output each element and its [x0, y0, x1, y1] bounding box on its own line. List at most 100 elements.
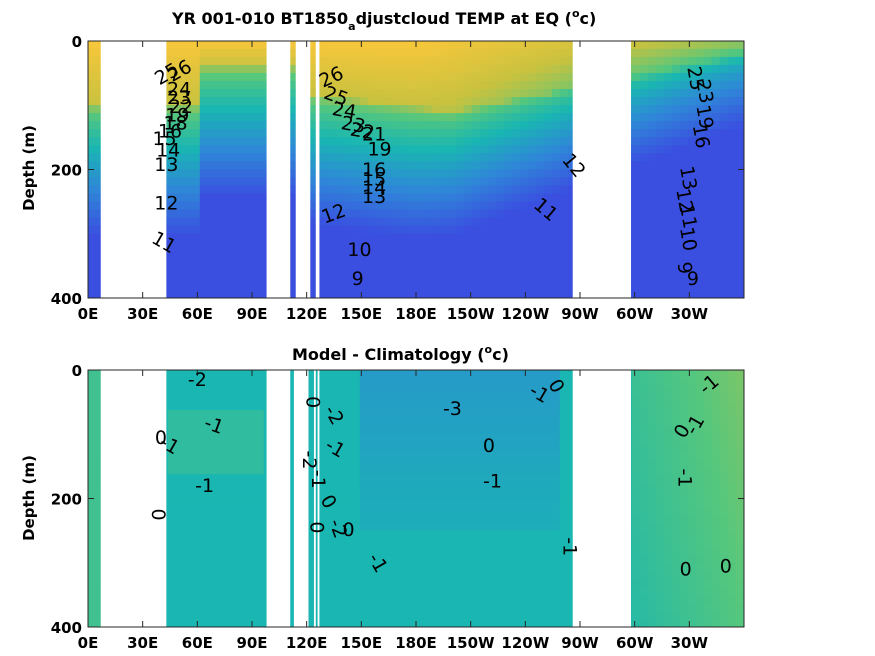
- field-cell: [735, 105, 744, 114]
- field-cell: [479, 514, 489, 523]
- field-cell: [367, 201, 377, 211]
- field-cell: [527, 281, 537, 291]
- field-cell: [375, 105, 385, 114]
- field-cell: [423, 506, 433, 515]
- field-cell: [503, 88, 513, 98]
- field-cell: [551, 506, 561, 515]
- field-cell: [191, 273, 201, 283]
- field-cell: [647, 618, 657, 627]
- field-cell: [335, 113, 345, 122]
- field-cell: [655, 185, 665, 194]
- field-cell: [503, 169, 513, 178]
- field-cell: [471, 546, 481, 556]
- field-cell: [519, 554, 529, 564]
- field-cell: [319, 265, 329, 275]
- field-cell: [327, 450, 337, 459]
- field-cell: [191, 498, 201, 507]
- field-cell: [247, 209, 257, 219]
- field-cell: [519, 241, 529, 251]
- field-cell: [455, 233, 465, 243]
- field-cell: [423, 217, 433, 227]
- field-cell: [183, 233, 193, 243]
- field-cell: [647, 442, 657, 451]
- field-cell: [655, 121, 665, 130]
- field-cell: [343, 538, 353, 548]
- field-cell: [215, 434, 225, 443]
- field-cell: [175, 249, 185, 259]
- field-cell: [551, 80, 561, 90]
- field-cell: [183, 417, 193, 427]
- field-cell: [375, 273, 385, 283]
- field-cell: [543, 474, 553, 483]
- field-cell: [519, 41, 529, 50]
- field-cell: [415, 562, 425, 572]
- field-cell: [719, 153, 729, 162]
- field-cell: [375, 530, 385, 540]
- field-cell: [431, 506, 441, 515]
- field-cell: [391, 530, 401, 540]
- field-cell: [375, 490, 385, 499]
- field-cell: [383, 97, 393, 106]
- field-cell: [535, 554, 545, 564]
- field-cell: [351, 64, 361, 74]
- field-cell: [479, 538, 489, 548]
- field-cell: [567, 249, 577, 259]
- field-cell: [415, 273, 425, 283]
- field-cell: [479, 193, 489, 203]
- field-cell: [527, 474, 537, 483]
- field-cell: [399, 153, 409, 162]
- field-cell: [351, 458, 361, 467]
- field-cell: [207, 618, 217, 627]
- field-cell: [223, 538, 233, 548]
- field-cell: [183, 72, 193, 82]
- field-cell: [239, 554, 249, 564]
- field-cell: [375, 442, 385, 451]
- field-cell: [231, 169, 241, 178]
- field-cell: [559, 273, 569, 283]
- field-cell: [247, 409, 257, 419]
- field-cell: [231, 56, 241, 66]
- field-cell: [511, 522, 521, 532]
- field-cell: [335, 88, 345, 98]
- field-cell: [367, 522, 377, 532]
- field-cell: [463, 72, 473, 82]
- field-cell: [423, 586, 433, 596]
- field-cell: [423, 233, 433, 243]
- field-cell: [535, 177, 545, 186]
- field-cell: [439, 217, 449, 227]
- field-cell: [471, 105, 481, 114]
- field-cell: [439, 610, 449, 620]
- field-cell: [351, 370, 361, 379]
- field-cell: [167, 289, 177, 298]
- field-cell: [215, 185, 225, 194]
- field-cell: [639, 554, 649, 564]
- field-cell: [423, 530, 433, 540]
- field-cell: [183, 393, 193, 403]
- field-cell: [359, 586, 369, 596]
- field-cell: [487, 56, 497, 66]
- field-cell: [239, 209, 249, 219]
- field-cell: [479, 209, 489, 219]
- field-cell: [455, 393, 465, 403]
- field-cell: [415, 474, 425, 483]
- field-cell: [88, 562, 97, 572]
- field-cell: [223, 530, 233, 540]
- field-cell: [95, 570, 105, 580]
- field-cell: [679, 201, 689, 211]
- field-cell: [255, 233, 265, 243]
- field-cell: [335, 177, 345, 186]
- x-tick-label: 120E: [286, 305, 328, 323]
- field-cell: [183, 281, 193, 291]
- field-cell: [95, 225, 105, 235]
- field-cell: [239, 48, 249, 58]
- field-cell: [199, 281, 209, 291]
- field-cell: [183, 56, 193, 66]
- field-cell: [367, 506, 377, 515]
- field-cell: [199, 137, 209, 146]
- field-cell: [327, 201, 337, 211]
- field-cell: [199, 450, 209, 459]
- field-cell: [455, 217, 465, 227]
- field-cell: [175, 193, 185, 203]
- field-cell: [88, 169, 97, 178]
- field-cell: [679, 48, 689, 58]
